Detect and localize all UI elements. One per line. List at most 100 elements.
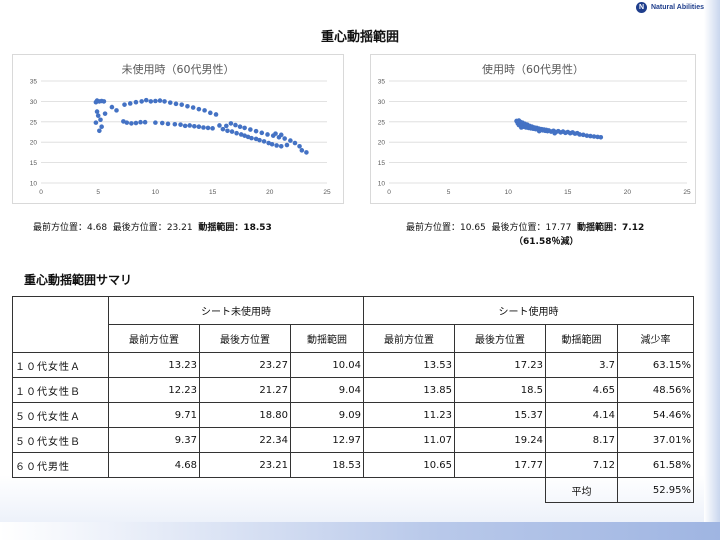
data-point xyxy=(153,120,158,125)
chart-title: 使用時（60代男性） xyxy=(482,62,584,76)
caption-range-value: 7.12 xyxy=(622,223,645,233)
caption-front-label: 最前方位置： xyxy=(33,223,88,233)
table-row: １０代女性Ｂ 12.23 21.27 9.04 13.85 18.5 4.65 … xyxy=(12,377,694,403)
data-point xyxy=(187,123,193,128)
data-point xyxy=(196,106,202,112)
data-point xyxy=(274,143,279,148)
data-point xyxy=(101,99,107,104)
x-tick-label: 5 xyxy=(447,189,451,196)
data-point xyxy=(95,113,101,118)
data-point xyxy=(202,108,207,113)
average-label: 平均 xyxy=(545,477,618,503)
data-point xyxy=(242,125,247,131)
table-cell: 23.27 xyxy=(199,352,291,378)
data-point xyxy=(210,126,215,131)
page-title: 重心動揺範囲 xyxy=(320,30,399,45)
data-point xyxy=(138,119,143,125)
x-tick-label: 20 xyxy=(266,189,274,196)
data-point xyxy=(143,97,149,103)
y-tick-label: 10 xyxy=(378,181,386,188)
table-cell: 4.68 xyxy=(108,452,200,478)
data-point xyxy=(292,140,298,146)
data-point xyxy=(213,112,219,117)
caption-range-label: 動揺範囲： xyxy=(198,223,244,233)
blank-cell xyxy=(13,478,546,503)
caption-range-value: 18.53 xyxy=(243,223,272,233)
data-point xyxy=(102,111,108,116)
data-point xyxy=(191,123,197,129)
table-cell: 19.24 xyxy=(454,427,546,453)
data-point xyxy=(162,99,167,104)
table-cell: 4.14 xyxy=(545,402,618,428)
data-point xyxy=(588,133,593,139)
data-point xyxy=(217,123,222,128)
y-tick-label: 15 xyxy=(30,160,38,167)
y-tick-label: 35 xyxy=(378,79,386,86)
data-point xyxy=(109,104,115,110)
chart-unused-svg: 未使用時（60代男性） 10 15 20 25 30 35 0 5 10 15 20 25 xyxy=(30,62,331,196)
y-tick-label: 30 xyxy=(30,99,38,106)
x-tick-label: 25 xyxy=(323,189,331,196)
sub-header: 動揺範囲 xyxy=(545,324,618,353)
table-cell: 8.17 xyxy=(545,427,618,453)
table-row: ５０代女性Ｂ 9.37 22.34 12.97 11.07 19.24 8.17… xyxy=(12,427,694,453)
data-point xyxy=(182,123,188,129)
data-point xyxy=(157,98,163,103)
corner-cell xyxy=(12,296,109,353)
x-tick-label: 0 xyxy=(39,189,43,196)
y-tick-label: 20 xyxy=(30,140,38,147)
table-row: １０代女性Ａ 13.23 23.27 10.04 13.53 17.23 3.7… xyxy=(12,352,694,378)
row-label: ６０代男性 xyxy=(12,452,109,478)
data-point xyxy=(519,125,524,130)
data-point xyxy=(577,132,583,137)
data-point xyxy=(288,138,293,143)
data-point xyxy=(536,128,542,134)
data-point xyxy=(591,134,597,139)
data-point xyxy=(133,120,139,126)
data-point xyxy=(122,102,127,107)
data-point xyxy=(516,118,522,123)
data-point xyxy=(259,130,265,136)
data-point xyxy=(248,127,253,132)
data-point xyxy=(114,108,119,113)
data-point xyxy=(208,110,213,116)
data-point xyxy=(172,121,178,127)
sub-header-row: 最前方位置 最後方位置 動揺範囲 最前方位置 最後方位置 動揺範囲 減少率 xyxy=(13,324,694,353)
data-point xyxy=(269,141,275,147)
data-point xyxy=(228,121,234,126)
table-cell: 22.34 xyxy=(199,427,291,453)
chart-used-svg: 使用時（60代男性） 10 15 20 25 30 35 0 5 10 15 20 25 xyxy=(378,62,691,196)
y-tick-label: 30 xyxy=(378,99,386,106)
table-cell: 17.77 xyxy=(454,452,546,478)
data-point xyxy=(153,98,158,104)
data-point xyxy=(196,124,202,129)
data-point xyxy=(225,128,230,134)
table-cell: 13.85 xyxy=(363,377,455,403)
caption-front-value: 10.65 xyxy=(460,223,486,233)
data-point xyxy=(278,143,284,149)
caption-reduction: （61.58％減） xyxy=(514,237,579,247)
data-point xyxy=(165,121,171,127)
summary-table: シート未使用時 シート使用時 最前方位置 最後方位置 動揺範囲 最前方位置 最後… xyxy=(12,296,694,503)
caption-front-value: 4.68 xyxy=(87,223,108,233)
caption-range-label: 動揺範囲： xyxy=(577,223,623,233)
caption-back-value: 23.21 xyxy=(166,223,193,233)
data-point xyxy=(99,124,104,129)
data-point xyxy=(190,105,196,110)
data-point xyxy=(97,128,102,134)
data-point xyxy=(98,117,103,123)
data-point xyxy=(261,139,267,144)
caption-back-label: 最後方位置： xyxy=(112,223,167,233)
data-point xyxy=(278,132,284,138)
table-cell: 9.09 xyxy=(290,402,364,428)
data-point xyxy=(220,126,226,132)
y-tick-label: 25 xyxy=(30,119,38,126)
data-point xyxy=(234,130,239,136)
data-point xyxy=(237,124,243,129)
x-tick-label: 0 xyxy=(387,189,391,196)
data-point xyxy=(94,109,100,114)
table-cell: 12.97 xyxy=(290,427,364,453)
sub-header: 最前方位置 xyxy=(108,324,200,353)
data-point xyxy=(598,135,604,140)
data-point xyxy=(282,136,287,141)
